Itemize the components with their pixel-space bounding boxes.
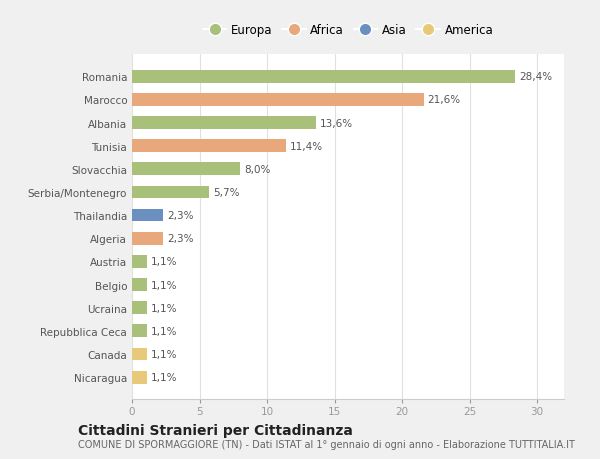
Bar xyxy=(132,140,286,153)
Text: 2,3%: 2,3% xyxy=(167,211,194,221)
Text: 11,4%: 11,4% xyxy=(290,141,323,151)
Legend: Europa, Africa, Asia, America: Europa, Africa, Asia, America xyxy=(198,20,498,42)
Text: 1,1%: 1,1% xyxy=(151,349,178,359)
Bar xyxy=(132,302,147,314)
Text: 28,4%: 28,4% xyxy=(520,72,553,82)
Text: COMUNE DI SPORMAGGIORE (TN) - Dati ISTAT al 1° gennaio di ogni anno - Elaborazio: COMUNE DI SPORMAGGIORE (TN) - Dati ISTAT… xyxy=(78,440,575,449)
Text: 1,1%: 1,1% xyxy=(151,257,178,267)
Text: 2,3%: 2,3% xyxy=(167,234,194,244)
Text: 5,7%: 5,7% xyxy=(213,188,239,197)
Text: Cittadini Stranieri per Cittadinanza: Cittadini Stranieri per Cittadinanza xyxy=(78,423,353,437)
Bar xyxy=(132,71,515,84)
Bar xyxy=(132,279,147,291)
Bar xyxy=(132,256,147,268)
Bar xyxy=(132,163,240,176)
Bar xyxy=(132,94,424,106)
Text: 1,1%: 1,1% xyxy=(151,280,178,290)
Text: 21,6%: 21,6% xyxy=(428,95,461,105)
Bar xyxy=(132,348,147,361)
Bar xyxy=(132,117,316,129)
Text: 1,1%: 1,1% xyxy=(151,372,178,382)
Text: 1,1%: 1,1% xyxy=(151,303,178,313)
Text: 1,1%: 1,1% xyxy=(151,326,178,336)
Bar xyxy=(132,232,163,245)
Text: 13,6%: 13,6% xyxy=(320,118,353,128)
Bar xyxy=(132,371,147,384)
Bar xyxy=(132,186,209,199)
Bar xyxy=(132,209,163,222)
Bar xyxy=(132,325,147,337)
Text: 8,0%: 8,0% xyxy=(244,164,271,174)
